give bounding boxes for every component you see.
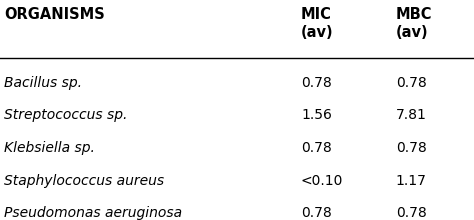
Text: Streptococcus sp.: Streptococcus sp. (4, 108, 127, 123)
Text: Staphylococcus aureus: Staphylococcus aureus (4, 174, 164, 188)
Text: MIC
(av): MIC (av) (301, 7, 334, 40)
Text: 0.78: 0.78 (301, 206, 332, 220)
Text: 0.78: 0.78 (396, 141, 427, 155)
Text: Klebsiella sp.: Klebsiella sp. (4, 141, 95, 155)
Text: 0.78: 0.78 (396, 76, 427, 90)
Text: Pseudomonas aeruginosa: Pseudomonas aeruginosa (4, 206, 182, 220)
Text: 1.56: 1.56 (301, 108, 332, 123)
Text: 7.81: 7.81 (396, 108, 427, 123)
Text: 0.78: 0.78 (396, 206, 427, 220)
Text: Bacillus sp.: Bacillus sp. (4, 76, 82, 90)
Text: 0.78: 0.78 (301, 141, 332, 155)
Text: 1.17: 1.17 (396, 174, 427, 188)
Text: MBC
(av): MBC (av) (396, 7, 432, 40)
Text: <0.10: <0.10 (301, 174, 343, 188)
Text: 0.78: 0.78 (301, 76, 332, 90)
Text: ORGANISMS: ORGANISMS (4, 7, 105, 22)
